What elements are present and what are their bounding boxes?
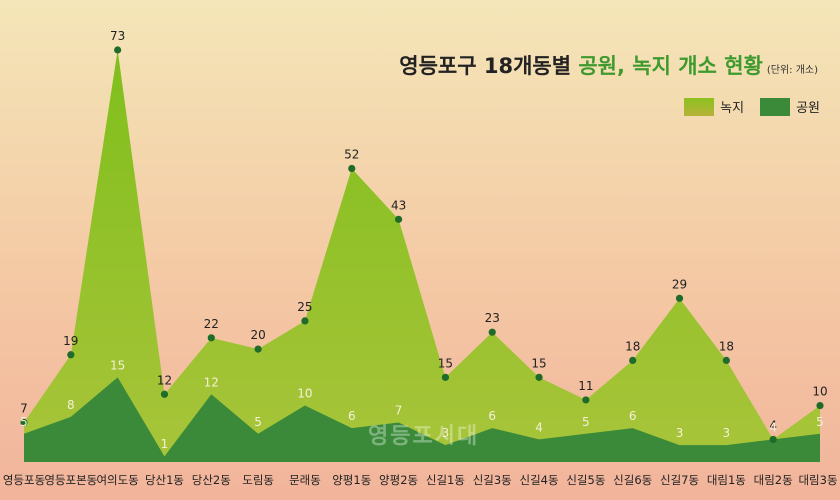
x-tick-label: 대림2동 <box>754 473 793 487</box>
series-area-park <box>24 377 820 462</box>
title-prefix: 영등포구 18개동별 <box>399 54 579 78</box>
title-accent: 공원, 녹지 개소 현황 <box>578 54 763 78</box>
park-value-label: 5 <box>816 415 824 429</box>
park-value-label: 4 <box>769 420 777 434</box>
watermark: 영등포시대 <box>368 424 480 449</box>
park-value-label: 5 <box>254 415 262 429</box>
green-space-value-label: 15 <box>531 356 546 370</box>
green-space-value-label: 7 <box>20 401 28 415</box>
green-space-value-label: 15 <box>438 356 453 370</box>
green-space-point <box>675 294 684 302</box>
x-tick-label: 영등포본동 <box>44 473 97 487</box>
legend-swatch-green-space <box>684 97 715 116</box>
green-space-point <box>114 46 122 54</box>
green-space-point <box>67 351 75 359</box>
green-space-value-label: 18 <box>625 339 640 353</box>
x-tick-label: 신길6동 <box>613 473 652 487</box>
x-tick-label: 당산1동 <box>145 473 184 487</box>
green-space-point <box>254 345 262 353</box>
park-value-label: 1 <box>161 437 169 451</box>
green-space-point <box>816 401 824 410</box>
x-tick-label: 신길4동 <box>520 473 559 487</box>
park-value-label: 15 <box>110 358 125 372</box>
green-space-value-label: 22 <box>204 317 219 331</box>
park-value-label: 7 <box>395 403 403 417</box>
x-tick-label: 대림3동 <box>798 473 837 487</box>
x-tick-label: 신길1동 <box>426 473 465 487</box>
green-space-value-label: 18 <box>719 339 734 353</box>
series-area-green-space <box>24 50 820 462</box>
green-space-value-label: 23 <box>485 311 500 325</box>
x-tick-label: 신길5동 <box>566 473 605 487</box>
park-value-label: 6 <box>629 409 637 423</box>
park-value-label: 4 <box>535 420 543 434</box>
green-space-value-label: 10 <box>812 385 827 399</box>
green-space-value-label: 4 <box>769 418 777 432</box>
green-space-point <box>394 215 403 223</box>
x-tick-label: 영등포동 <box>3 473 45 487</box>
green-space-value-label: 20 <box>250 328 265 342</box>
legend: 녹지 공원 <box>676 97 820 116</box>
green-space-value-label: 52 <box>344 148 359 162</box>
park-value-label: 5 <box>20 415 28 429</box>
green-space-value-label: 12 <box>157 373 172 387</box>
park-value-label: 3 <box>723 426 731 440</box>
green-space-point <box>348 164 356 173</box>
x-tick-label: 대림1동 <box>707 473 746 487</box>
green-space-point <box>207 334 215 342</box>
x-tick-label: 양평1동 <box>332 473 371 487</box>
green-space-point <box>441 373 450 381</box>
x-tick-label: 양평2동 <box>379 473 418 487</box>
green-space-value-label: 43 <box>391 198 406 212</box>
green-space-point <box>160 390 169 398</box>
green-space-point <box>301 317 309 325</box>
x-tick-label: 당산2동 <box>192 473 231 487</box>
legend-item-park: 공원 <box>760 97 820 116</box>
legend-swatch-park <box>760 97 791 116</box>
green-space-point <box>769 435 777 444</box>
park-value-label: 6 <box>348 409 356 423</box>
green-space-point <box>535 373 543 381</box>
park-value-label: 8 <box>67 398 75 412</box>
park-value-label: 5 <box>582 415 590 429</box>
park-value-label: 3 <box>442 426 450 440</box>
park-value-label: 12 <box>204 375 219 389</box>
x-tick-label: 신길3동 <box>473 473 512 487</box>
green-space-point <box>20 418 28 427</box>
park-value-label: 6 <box>488 409 496 423</box>
x-tick-label: 도림동 <box>242 473 274 487</box>
green-space-value-label: 29 <box>672 277 687 291</box>
park-value-label: 3 <box>676 426 684 440</box>
park-value-label: 10 <box>297 387 312 401</box>
x-tick-label: 문래동 <box>289 473 321 487</box>
green-space-point <box>629 356 637 365</box>
green-space-point <box>722 356 730 365</box>
green-space-value-label: 25 <box>297 300 312 314</box>
green-space-point <box>488 328 496 336</box>
legend-label-park: 공원 <box>796 101 820 116</box>
x-tick-label: 여의도동 <box>96 473 138 487</box>
legend-item-green-space: 녹지 <box>684 97 744 116</box>
green-space-value-label: 73 <box>110 29 125 43</box>
legend-label-green-space: 녹지 <box>720 101 745 116</box>
chart-title: 영등포구 18개동별 공원, 녹지 개소 현황 (단위: 개소) <box>399 50 818 80</box>
green-space-value-label: 11 <box>578 379 593 393</box>
green-space-point <box>582 396 590 404</box>
unit-label: (단위: 개소) <box>766 65 818 76</box>
green-space-value-label: 19 <box>63 334 78 348</box>
x-tick-label: 신길7동 <box>660 473 699 487</box>
